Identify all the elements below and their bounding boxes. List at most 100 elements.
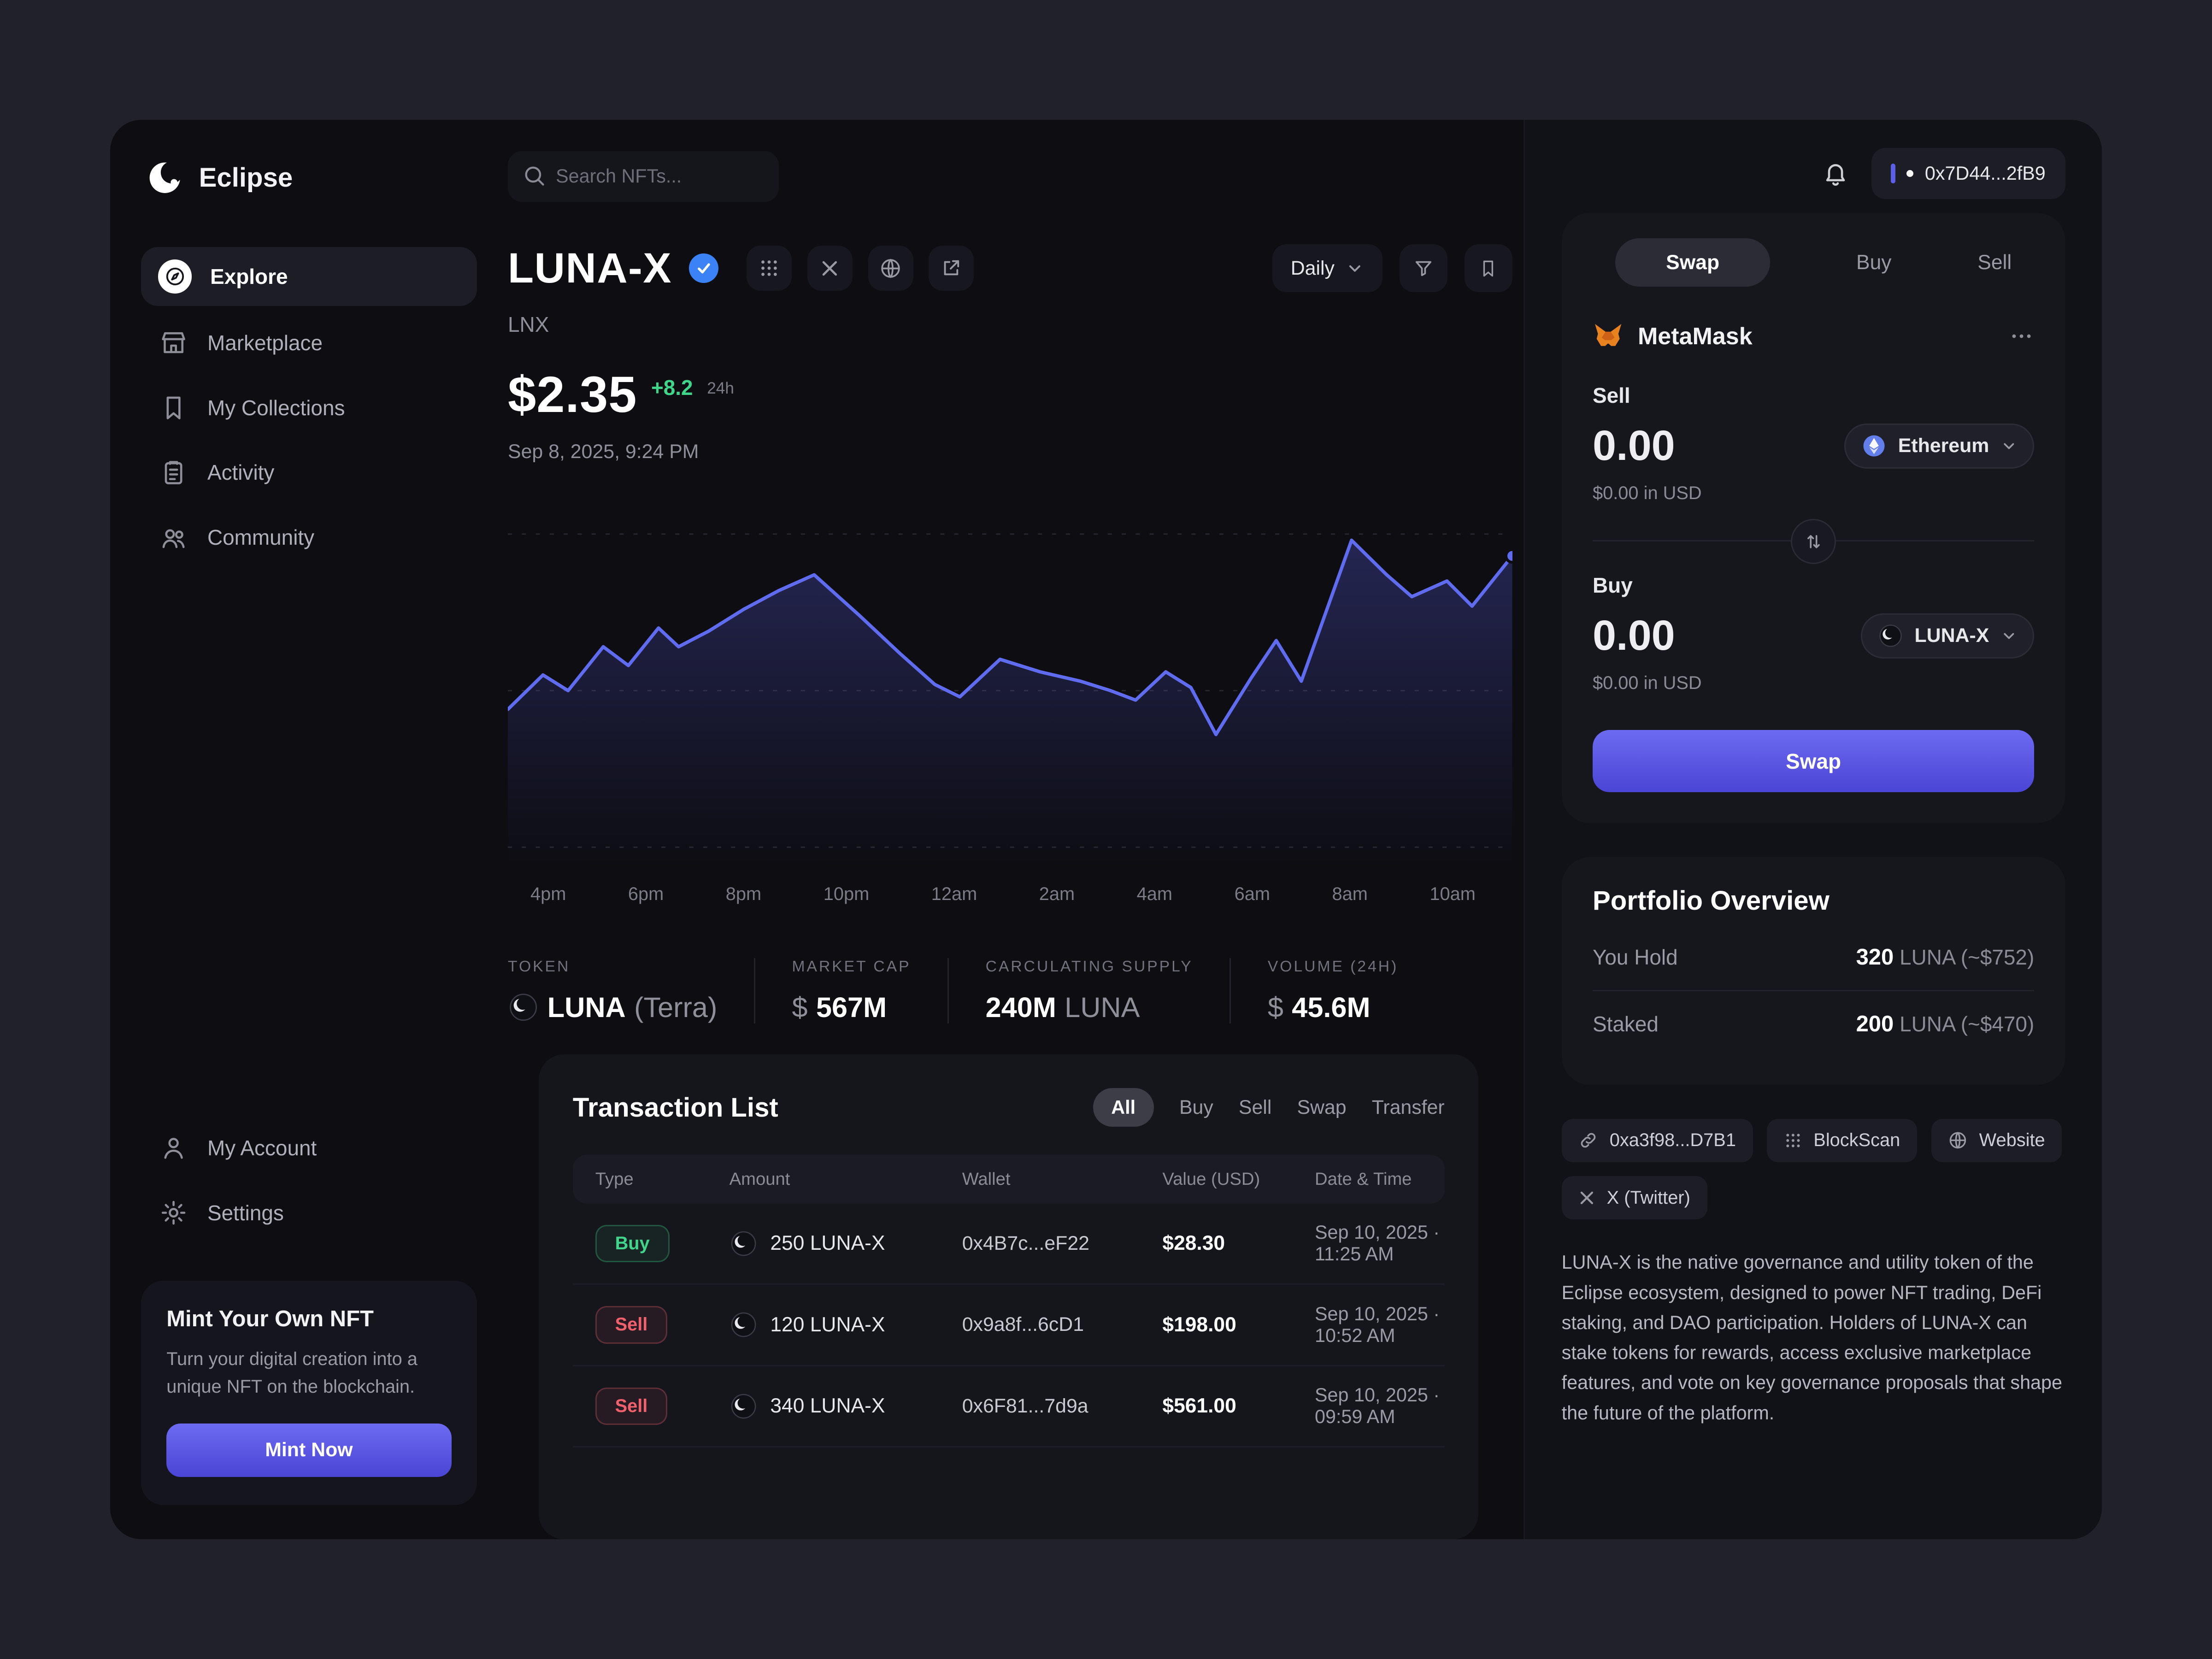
tx-date: Sep 10, 2025 · 11:25 AM: [1315, 1222, 1440, 1265]
sidebar-item-settings[interactable]: Settings: [141, 1185, 477, 1241]
swap-divider: [1593, 519, 2035, 565]
mint-now-button[interactable]: Mint Now: [166, 1423, 452, 1477]
token-symbol: LNX: [508, 312, 549, 337]
filter-icon: [1415, 261, 1431, 276]
price-row: $2.35 +8.2 24h: [508, 365, 1512, 424]
blockscan-chip[interactable]: BlockScan: [1767, 1118, 1917, 1162]
tx-value: $561.00: [1162, 1394, 1236, 1418]
swap-arrows-icon: [1807, 535, 1820, 548]
transaction-filters: All Buy Sell Swap Transfer: [1093, 1088, 1445, 1127]
globe-icon: [1949, 1132, 1966, 1149]
tab-buy[interactable]: Buy: [1856, 251, 1892, 274]
sell-usd-value: $0.00 in USD: [1593, 482, 1702, 503]
stat-label: TOKEN: [508, 958, 571, 975]
verified-badge-icon: [688, 253, 719, 283]
eclipse-logo-icon: [147, 159, 183, 196]
dapp-grid-icon[interactable]: [747, 246, 792, 291]
x-tick: 2am: [1039, 883, 1075, 904]
stat-market-cap: MARKET CAP $ 567M: [792, 958, 949, 1024]
stat-token: TOKEN LUNA (Terra): [508, 958, 755, 1024]
sidebar-item-my-account[interactable]: My Account: [141, 1120, 477, 1176]
tab-sell[interactable]: Sell: [1977, 251, 2012, 274]
sidebar-bottom: My Account Settings Mint Your Own NFT Tu…: [141, 1120, 477, 1506]
stat-volume-24h: VOLUME (24H) $ 45.6M: [1267, 958, 1399, 1023]
table-row[interactable]: Sell 120 LUNA-X 0x9a8f...6cD1 $198.00 Se…: [572, 1285, 1445, 1366]
tx-amount: 340 LUNA-X: [770, 1394, 885, 1418]
token-price: $2.35: [508, 366, 637, 423]
sidebar-item-label: Settings: [207, 1200, 284, 1225]
sidebar-item-community[interactable]: Community: [141, 509, 477, 565]
sidebar-item-my-collections[interactable]: My Collections: [141, 379, 477, 435]
wallet-accent-bar-icon: [1891, 164, 1895, 183]
website-chip[interactable]: Website: [1931, 1118, 2062, 1162]
tx-amount: 250 LUNA-X: [770, 1232, 885, 1255]
notifications-button[interactable]: [1822, 160, 1849, 187]
swap-tabs: Swap Buy Sell: [1593, 238, 2034, 287]
col-wallet: Wallet: [962, 1169, 1011, 1189]
gear-icon: [158, 1197, 189, 1228]
globe-icon[interactable]: [868, 246, 913, 291]
x-tick: 12am: [931, 883, 977, 904]
token-description: LUNA-X is the native governance and util…: [1561, 1252, 2062, 1424]
external-link-icon[interactable]: [929, 246, 974, 291]
price-change-period: 24h: [707, 379, 734, 398]
price-change: +8.2: [651, 376, 693, 400]
x-twitter-icon[interactable]: [807, 246, 853, 291]
tx-wallet: 0x6F81...7d9a: [962, 1394, 1088, 1417]
chip-label: BlockScan: [1813, 1130, 1900, 1151]
sell-amount-input[interactable]: 0.00: [1593, 422, 1675, 470]
mint-card-description: Turn your digital creation into a unique…: [166, 1349, 418, 1397]
stat-value: 45.6M: [1292, 991, 1371, 1023]
sidebar-item-marketplace[interactable]: Marketplace: [141, 315, 477, 371]
twitter-chip[interactable]: X (Twitter): [1561, 1176, 1707, 1220]
price-chart-area: 4pm 6pm 8pm 10pm 12am 2am 4am 6am 8am 10…: [508, 514, 1512, 905]
buy-amount-input[interactable]: 0.00: [1593, 612, 1675, 659]
search-box: [508, 151, 779, 202]
filter-button[interactable]: [1399, 244, 1447, 293]
x-twitter-icon: [1581, 1191, 1594, 1204]
table-row[interactable]: Buy 250 LUNA-X 0x4B7c...eF22 $28.30 Sep …: [572, 1204, 1445, 1285]
col-value: Value (USD): [1162, 1169, 1260, 1189]
clipboard-icon: [158, 457, 189, 488]
more-options-button[interactable]: [2009, 324, 2034, 349]
filter-sell[interactable]: Sell: [1238, 1096, 1272, 1118]
table-row[interactable]: Sell 340 LUNA-X 0x6F81...7d9a $561.00 Se…: [572, 1366, 1445, 1448]
metamask-fox-icon: [1593, 321, 1624, 352]
portfolio-title: Portfolio Overview: [1593, 886, 1830, 916]
price-timestamp: Sep 8, 2025, 9:24 PM: [508, 441, 699, 463]
portfolio-row: You Hold 320 LUNA (~$752): [1593, 924, 2035, 992]
stat-circulating-supply: CARCULATING SUPPLY 240M LUNA: [986, 958, 1231, 1024]
wallet-address: 0x7D44...2fB9: [1924, 163, 2046, 184]
filter-transfer[interactable]: Transfer: [1371, 1096, 1445, 1118]
sell-token-select[interactable]: Ethereum: [1844, 423, 2035, 469]
filter-all[interactable]: All: [1093, 1088, 1154, 1127]
search-input[interactable]: [508, 151, 779, 202]
stat-label: MARKET CAP: [792, 958, 911, 975]
interval-select[interactable]: Daily: [1272, 244, 1382, 293]
luna-coin-icon: [729, 1230, 758, 1258]
tx-date: Sep 10, 2025 · 10:52 AM: [1315, 1303, 1440, 1346]
wallet-provider-name: MetaMask: [1637, 323, 1753, 350]
type-badge: Sell: [595, 1387, 668, 1425]
bookmark-icon: [158, 392, 189, 423]
wallet-dot-icon: [1906, 170, 1914, 177]
portfolio-row-value: 320: [1856, 945, 1894, 970]
swap-button[interactable]: Swap: [1593, 730, 2035, 793]
bookmark-button[interactable]: [1464, 244, 1512, 293]
x-tick: 4pm: [530, 883, 566, 904]
tab-swap[interactable]: Swap: [1615, 238, 1771, 287]
token-links: 0xa3f98...D7B1 BlockScan Website X (Twit…: [1561, 1118, 2065, 1220]
sidebar-item-label: Marketplace: [207, 330, 323, 355]
buy-token-select[interactable]: LUNA-X: [1861, 613, 2035, 659]
chevron-down-icon: [1349, 265, 1361, 272]
tx-date: Sep 10, 2025 · 09:59 AM: [1315, 1384, 1440, 1428]
sidebar-item-activity[interactable]: Activity: [141, 444, 477, 500]
x-tick: 4am: [1136, 883, 1173, 904]
sidebar-item-explore[interactable]: Explore: [141, 247, 477, 306]
chip-label: Website: [1979, 1130, 2045, 1151]
contract-address-chip[interactable]: 0xa3f98...D7B1: [1561, 1118, 1753, 1162]
wallet-address-button[interactable]: 0x7D44...2fB9: [1871, 148, 2065, 199]
filter-buy[interactable]: Buy: [1179, 1096, 1213, 1118]
filter-swap[interactable]: Swap: [1297, 1096, 1347, 1118]
swap-direction-button[interactable]: [1791, 519, 1836, 565]
